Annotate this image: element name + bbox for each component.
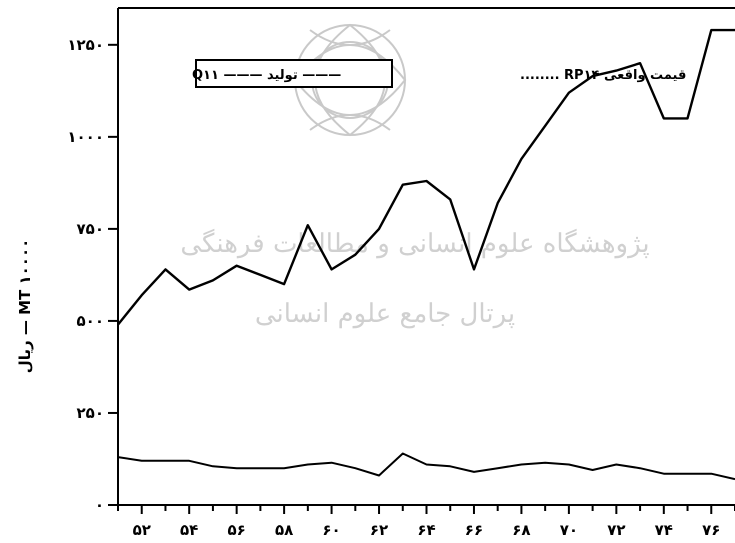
y-tick-label: ۰ [95, 496, 104, 514]
watermark-line-1: پژوهشگاه علوم انسانی و مطالعات فرهنگی [180, 228, 649, 259]
series-lines [117, 28, 735, 481]
x-tick-label: ۵۸ [275, 521, 293, 539]
x-tick-label: ۷۲ [607, 521, 625, 539]
y-axis-label: ریال — MT ۱۰۰۰۰ [16, 239, 34, 374]
x-ticks: ۵۲ ۵۴ ۵۶ ۵۸ ۶۰ ۶۲ ۶۴ ۶۶ ۶۸ ۷۰ ۷۲ ۷۴ ۷۶ [117, 505, 735, 539]
y-tick-label: ۵۰۰ [77, 312, 104, 330]
x-tick-label: ۶۰ [322, 521, 340, 539]
legend-box [195, 59, 393, 88]
x-tick-label: ۵۶ [227, 521, 245, 539]
y-tick-label: ۱۰۰۰ [67, 128, 104, 146]
y-tick-label: ۲۵۰ [77, 404, 104, 422]
legend-label-rp14: قیمت واقعی RP۱۴ ........ [520, 68, 686, 83]
x-tick-label: ۶۸ [512, 521, 530, 539]
y-tick-label: ۱۲۵۰ [67, 36, 104, 54]
watermark-emblem [293, 23, 407, 137]
x-tick-label: ۵۲ [133, 521, 151, 539]
series-line-rp14 [117, 28, 735, 326]
x-tick-label: ۶۲ [370, 521, 388, 539]
y-tick-label: ۷۵۰ [77, 220, 104, 238]
x-tick-label: ۷۶ [702, 521, 720, 539]
x-tick-label: ۵۴ [180, 521, 198, 539]
legend-label-q11: Q۱۱ ——— تولید ——— [192, 68, 341, 83]
legend: قیمت واقعی RP۱۴ ........ Q۱۱ ——— تولید —… [192, 59, 686, 88]
y-ticks: ۰ ۲۵۰ ۵۰۰ ۷۵۰ ۱۰۰۰ ۱۲۵۰ [67, 36, 118, 514]
x-tick-label: ۶۴ [417, 521, 435, 539]
watermark-line-2: پرتال جامع علوم انسانی [255, 299, 515, 329]
series-line-q11 [117, 452, 735, 481]
x-tick-label: ۷۴ [655, 521, 673, 539]
x-tick-label: ۶۶ [465, 521, 483, 539]
x-tick-label: ۷۰ [560, 521, 578, 539]
